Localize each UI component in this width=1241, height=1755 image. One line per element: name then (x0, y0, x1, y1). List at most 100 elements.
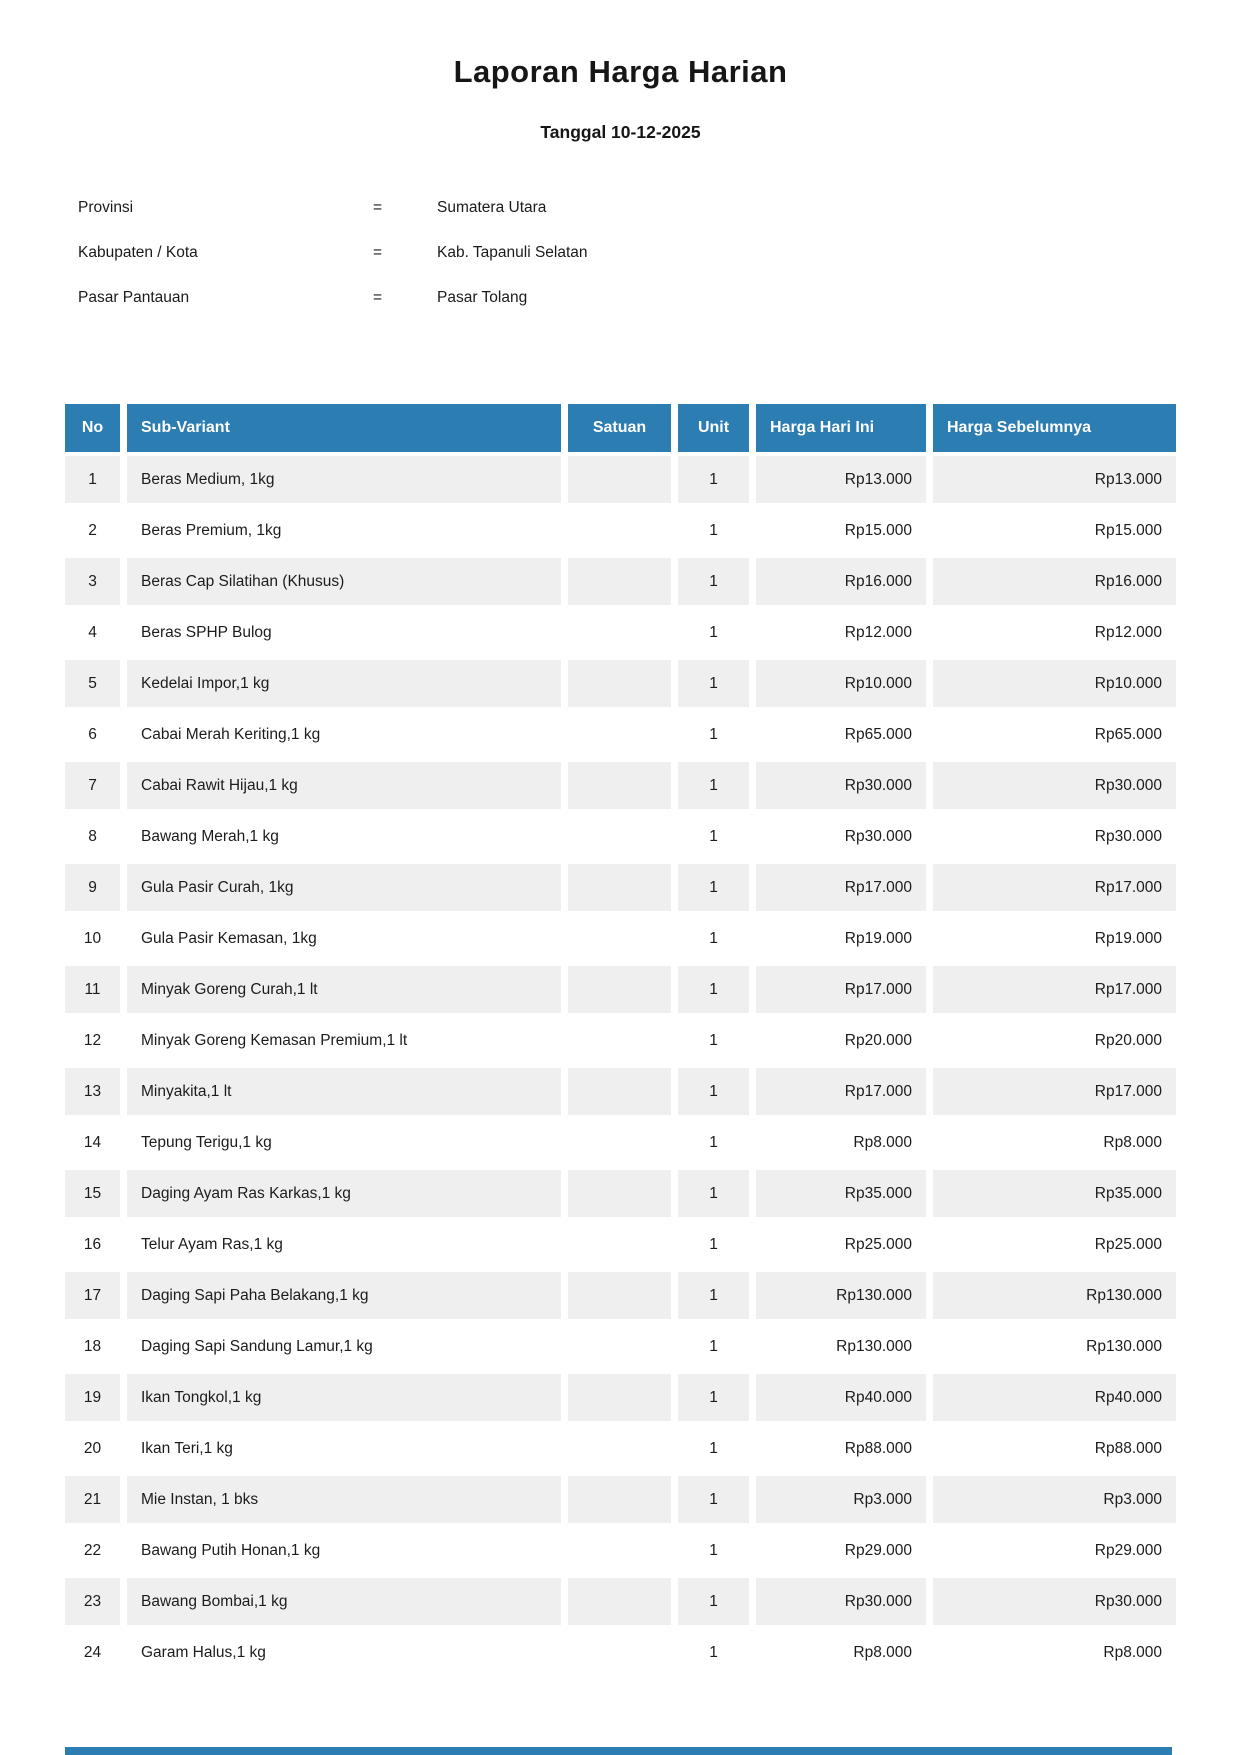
table-row: 19 Ikan Tongkol,1 kg 1 Rp40.000 Rp40.000 (65, 1374, 1176, 1421)
cell-harga-hari-ini: Rp30.000 (756, 1578, 926, 1625)
cell-sub-variant: Minyak Goreng Curah,1 lt (127, 966, 561, 1013)
cell-sub-variant: Bawang Putih Honan,1 kg (127, 1527, 561, 1574)
cell-harga-sebelumnya: Rp12.000 (933, 609, 1176, 656)
page-title: Laporan Harga Harian (453, 54, 788, 89)
cell-satuan (568, 711, 671, 758)
cell-no: 10 (65, 915, 120, 962)
table-row: 13 Minyakita,1 lt 1 Rp17.000 Rp17.000 (65, 1068, 1176, 1115)
table-header-harga-sebelumnya: Harga Sebelumnya (933, 404, 1176, 452)
table-row: 9 Gula Pasir Curah, 1kg 1 Rp17.000 Rp17.… (65, 864, 1176, 911)
cell-unit: 1 (678, 609, 749, 656)
cell-satuan (568, 1119, 671, 1166)
meta-label: Provinsi (78, 199, 134, 216)
cell-sub-variant: Bawang Merah,1 kg (127, 813, 561, 860)
cell-no: 1 (65, 456, 120, 503)
cell-no: 18 (65, 1323, 120, 1370)
cell-satuan (568, 762, 671, 809)
meta-row-kabupaten: Kabupaten / Kota = Kab. Tapanuli Selatan (78, 244, 1183, 261)
cell-unit: 1 (678, 558, 749, 605)
table-header-no: No (65, 404, 120, 452)
cell-harga-sebelumnya: Rp15.000 (933, 507, 1176, 554)
cell-harga-hari-ini: Rp25.000 (756, 1221, 926, 1268)
cell-no: 14 (65, 1119, 120, 1166)
cell-satuan (568, 507, 671, 554)
cell-no: 11 (65, 966, 120, 1013)
cell-satuan (568, 813, 671, 860)
cell-no: 12 (65, 1017, 120, 1064)
cell-unit: 1 (678, 1323, 749, 1370)
table-row: 15 Daging Ayam Ras Karkas,1 kg 1 Rp35.00… (65, 1170, 1176, 1217)
table-row: 2 Beras Premium, 1kg 1 Rp15.000 Rp15.000 (65, 507, 1176, 554)
cell-sub-variant: Ikan Tongkol,1 kg (127, 1374, 561, 1421)
table-row: 1 Beras Medium, 1kg 1 Rp13.000 Rp13.000 (65, 456, 1176, 503)
meta-value: Sumatera Utara (437, 199, 547, 216)
meta-value: Kab. Tapanuli Selatan (437, 244, 588, 261)
cell-no: 15 (65, 1170, 120, 1217)
cell-harga-hari-ini: Rp30.000 (756, 762, 926, 809)
cell-harga-sebelumnya: Rp10.000 (933, 660, 1176, 707)
meta-separator: = (373, 199, 383, 216)
meta-value: Pasar Tolang (437, 289, 528, 306)
cell-no: 4 (65, 609, 120, 656)
cell-sub-variant: Minyakita,1 lt (127, 1068, 561, 1115)
cell-satuan (568, 1527, 671, 1574)
cell-unit: 1 (678, 456, 749, 503)
cell-harga-sebelumnya: Rp30.000 (933, 813, 1176, 860)
price-table-wrap: No Sub-Variant Satuan Unit Harga Hari In… (58, 400, 1183, 1680)
cell-harga-hari-ini: Rp8.000 (756, 1629, 926, 1676)
cell-sub-variant: Cabai Merah Keriting,1 kg (127, 711, 561, 758)
cell-unit: 1 (678, 1017, 749, 1064)
cell-unit: 1 (678, 1221, 749, 1268)
cell-harga-sebelumnya: Rp8.000 (933, 1119, 1176, 1166)
cell-harga-hari-ini: Rp130.000 (756, 1272, 926, 1319)
cell-sub-variant: Beras SPHP Bulog (127, 609, 561, 656)
cell-harga-hari-ini: Rp17.000 (756, 966, 926, 1013)
cell-no: 21 (65, 1476, 120, 1523)
cell-unit: 1 (678, 1629, 749, 1676)
table-row: 3 Beras Cap Silatihan (Khusus) 1 Rp16.00… (65, 558, 1176, 605)
cell-satuan (568, 966, 671, 1013)
cell-sub-variant: Daging Sapi Paha Belakang,1 kg (127, 1272, 561, 1319)
cell-harga-hari-ini: Rp29.000 (756, 1527, 926, 1574)
cell-harga-hari-ini: Rp13.000 (756, 456, 926, 503)
cell-harga-sebelumnya: Rp130.000 (933, 1323, 1176, 1370)
price-table: No Sub-Variant Satuan Unit Harga Hari In… (58, 400, 1183, 1680)
meta-separator: = (373, 244, 383, 261)
cell-harga-hari-ini: Rp10.000 (756, 660, 926, 707)
cell-unit: 1 (678, 660, 749, 707)
table-header-sub-variant: Sub-Variant (127, 404, 561, 452)
cell-harga-hari-ini: Rp130.000 (756, 1323, 926, 1370)
cell-satuan (568, 1425, 671, 1472)
cell-satuan (568, 1221, 671, 1268)
cell-unit: 1 (678, 966, 749, 1013)
cell-sub-variant: Ikan Teri,1 kg (127, 1425, 561, 1472)
cell-harga-sebelumnya: Rp65.000 (933, 711, 1176, 758)
table-row: 8 Bawang Merah,1 kg 1 Rp30.000 Rp30.000 (65, 813, 1176, 860)
cell-no: 19 (65, 1374, 120, 1421)
table-row: 21 Mie Instan, 1 bks 1 Rp3.000 Rp3.000 (65, 1476, 1176, 1523)
cell-no: 22 (65, 1527, 120, 1574)
cell-harga-sebelumnya: Rp30.000 (933, 1578, 1176, 1625)
cell-satuan (568, 1374, 671, 1421)
cell-satuan (568, 660, 671, 707)
cell-unit: 1 (678, 1527, 749, 1574)
cell-harga-sebelumnya: Rp19.000 (933, 915, 1176, 962)
cell-harga-sebelumnya: Rp3.000 (933, 1476, 1176, 1523)
cell-satuan (568, 1578, 671, 1625)
cell-satuan (568, 1068, 671, 1115)
cell-satuan (568, 1476, 671, 1523)
price-table-body: 1 Beras Medium, 1kg 1 Rp13.000 Rp13.000 … (65, 456, 1176, 1676)
meta-separator: = (373, 289, 383, 306)
cell-harga-hari-ini: Rp15.000 (756, 507, 926, 554)
cell-harga-hari-ini: Rp12.000 (756, 609, 926, 656)
table-row: 6 Cabai Merah Keriting,1 kg 1 Rp65.000 R… (65, 711, 1176, 758)
cell-no: 17 (65, 1272, 120, 1319)
cell-harga-sebelumnya: Rp40.000 (933, 1374, 1176, 1421)
cell-unit: 1 (678, 1170, 749, 1217)
cell-satuan (568, 558, 671, 605)
cell-harga-hari-ini: Rp17.000 (756, 864, 926, 911)
table-header-unit: Unit (678, 404, 749, 452)
table-row: 23 Bawang Bombai,1 kg 1 Rp30.000 Rp30.00… (65, 1578, 1176, 1625)
table-header-satuan: Satuan (568, 404, 671, 452)
cell-sub-variant: Tepung Terigu,1 kg (127, 1119, 561, 1166)
